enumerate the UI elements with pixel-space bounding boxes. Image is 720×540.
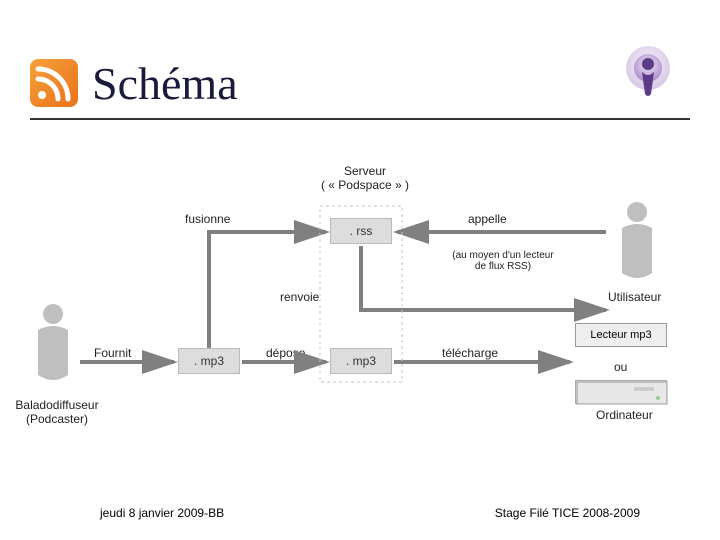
label-appelle: appelle [468,212,507,226]
box-lecteur-mp3: Lecteur mp3 [575,323,667,347]
page-title: Schéma [92,57,238,110]
diagram: Serveur ( « Podspace » ) . rss . mp3 . m… [0,150,720,450]
label-ordinateur: Ordinateur [596,408,653,422]
header: Schéma [30,48,690,120]
label-baladodiffuseur: Baladodiffuseur (Podcaster) [2,398,112,426]
footer-right: Stage Filé TICE 2008-2009 [495,506,640,520]
box-ordinateur [575,380,667,404]
node-rss: . rss [330,218,392,244]
label-renvoie: renvoie [280,290,319,304]
label-utilisateur: Utilisateur [608,290,661,304]
label-fournit: Fournit [94,346,131,360]
person-podcaster [28,300,78,390]
label-server: Serveur ( « Podspace » ) [295,164,435,192]
person-utilisateur [612,198,662,288]
label-depose: dépose [266,346,305,360]
label-telecharge: télécharge [442,346,498,360]
footer-left: jeudi 8 janvier 2009-BB [100,506,224,520]
label-ou: ou [614,360,627,374]
label-fusionne: fusionne [185,212,230,226]
node-mp3-b: . mp3 [330,348,392,374]
rss-icon [30,59,78,107]
podcast-icon [616,40,680,104]
node-mp3-a: . mp3 [178,348,240,374]
label-au-moyen: (au moyen d'un lecteur de flux RSS) [428,250,578,272]
footer: jeudi 8 janvier 2009-BB Stage Filé TICE … [0,506,720,520]
